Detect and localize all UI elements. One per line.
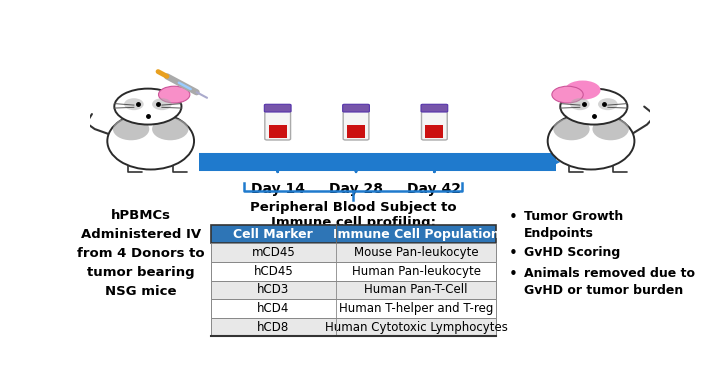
Text: Mouse Pan-leukocyte: Mouse Pan-leukocyte — [354, 246, 479, 259]
Bar — [425, 125, 443, 138]
Circle shape — [565, 81, 601, 100]
FancyBboxPatch shape — [343, 104, 370, 112]
Text: Human Pan-T-Cell: Human Pan-T-Cell — [365, 284, 468, 296]
Circle shape — [159, 86, 190, 103]
Text: Day 28: Day 28 — [329, 182, 383, 196]
Text: •: • — [508, 210, 517, 225]
Text: Peripheral Blood Subject to
Immune cell profiling:: Peripheral Blood Subject to Immune cell … — [250, 201, 456, 229]
Text: Cell Marker: Cell Marker — [233, 228, 313, 241]
FancyBboxPatch shape — [421, 104, 448, 112]
FancyBboxPatch shape — [264, 104, 291, 112]
Bar — [211, 262, 496, 280]
Ellipse shape — [113, 118, 149, 140]
Ellipse shape — [593, 118, 629, 140]
Text: Animals removed due to
GvHD or tumor burden: Animals removed due to GvHD or tumor bur… — [524, 267, 695, 298]
Bar — [347, 125, 365, 138]
Text: GvHD Scoring: GvHD Scoring — [524, 247, 620, 259]
Ellipse shape — [152, 98, 172, 110]
Text: Immune Cell Population: Immune Cell Population — [333, 228, 500, 241]
FancyBboxPatch shape — [343, 110, 369, 140]
Text: mCD45: mCD45 — [251, 246, 295, 259]
FancyBboxPatch shape — [422, 110, 447, 140]
Ellipse shape — [553, 118, 590, 140]
Text: hCD8: hCD8 — [257, 321, 290, 333]
Ellipse shape — [548, 112, 635, 170]
Ellipse shape — [570, 98, 590, 110]
Text: Human T-helper and T-reg: Human T-helper and T-reg — [339, 302, 493, 315]
Circle shape — [552, 86, 583, 103]
Text: •: • — [508, 267, 517, 282]
Ellipse shape — [152, 118, 188, 140]
Circle shape — [114, 89, 181, 124]
Text: hPBMCs
Administered IV
from 4 Donors to
tumor bearing
NSG mice: hPBMCs Administered IV from 4 Donors to … — [77, 209, 204, 298]
Text: hCD4: hCD4 — [257, 302, 290, 315]
Text: Human Cytotoxic Lymphocytes: Human Cytotoxic Lymphocytes — [325, 321, 508, 333]
Text: hCD45: hCD45 — [253, 265, 293, 278]
Text: Day 14: Day 14 — [251, 182, 305, 196]
Ellipse shape — [124, 98, 144, 110]
Text: Day 42: Day 42 — [407, 182, 461, 196]
Ellipse shape — [598, 98, 617, 110]
Bar — [211, 318, 496, 336]
Text: Human Pan-leukocyte: Human Pan-leukocyte — [352, 265, 481, 278]
Bar — [211, 299, 496, 318]
Ellipse shape — [108, 112, 194, 170]
Text: hCD3: hCD3 — [257, 284, 290, 296]
Text: •: • — [508, 247, 517, 261]
Bar — [211, 280, 496, 299]
Circle shape — [560, 89, 627, 124]
Bar — [211, 244, 496, 262]
FancyBboxPatch shape — [265, 110, 290, 140]
Bar — [211, 225, 496, 244]
Bar — [269, 125, 287, 138]
Text: Tumor Growth
Endpoints: Tumor Growth Endpoints — [524, 210, 623, 240]
